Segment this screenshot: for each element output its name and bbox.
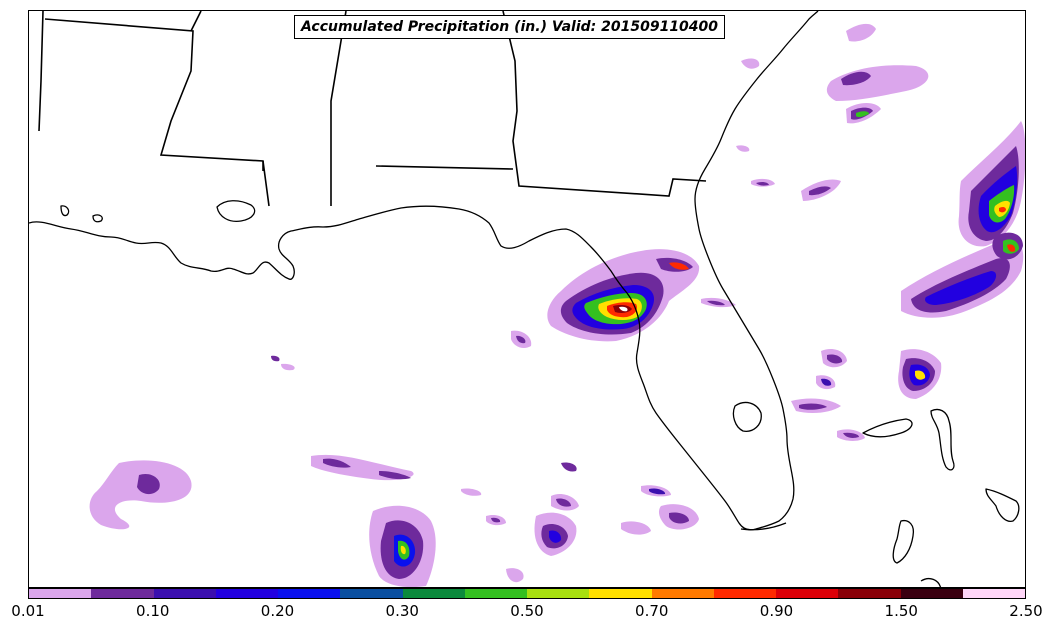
map-title-box: Accumulated Precipitation (in.) Valid: 2… (294, 15, 726, 39)
colorbar-segment (29, 589, 92, 598)
map-panel (28, 10, 1026, 588)
colorbar-segment (900, 589, 963, 598)
precipitation-colorbar (28, 588, 1026, 599)
precip-core-gulf-swirl (137, 473, 160, 495)
colorbar-segment (402, 589, 465, 598)
colorbar-tick-label: 0.70 (635, 602, 669, 620)
colorbar-tick-label: 0.20 (260, 602, 295, 620)
colorbar-segment (962, 589, 1025, 598)
colorbar-tick-label: 0.90 (759, 602, 794, 620)
precipitation-layer (89, 23, 1025, 587)
colorbar-tick-label: 0.50 (510, 602, 544, 620)
colorbar-segment (651, 589, 714, 598)
colorbar-segment (464, 589, 527, 598)
state-boundaries (38, 11, 707, 207)
precip-area-gulf-swirl (89, 460, 192, 530)
map-title: Accumulated Precipitation (in.) Valid: 2… (301, 19, 719, 35)
colorbar-segment (340, 589, 403, 598)
precipitation-map (29, 11, 1025, 587)
precip-core-gulf-band (323, 458, 351, 468)
colorbar-segment (278, 589, 341, 598)
colorbar-segment (838, 589, 901, 598)
colorbar-segment (153, 589, 216, 598)
colorbar-tick-label: 2.50 (1009, 602, 1043, 620)
colorbar-tick-label: 0.30 (385, 602, 419, 620)
colorbar-segment (91, 589, 154, 598)
colorbar-tick-label: 1.50 (884, 602, 918, 620)
colorbar-segment (776, 589, 839, 598)
colorbar-segment (215, 589, 278, 598)
colorbar-tick-label: 0.10 (136, 602, 170, 620)
colorbar-segment (527, 589, 590, 598)
coastlines (29, 11, 1020, 587)
colorbar-segment (713, 589, 776, 598)
colorbar-tick-label: 0.01 (11, 602, 45, 620)
colorbar-tick-labels: 0.01 0.10 0.20 0.30 0.50 0.70 0.90 1.50 2.50 (11, 602, 1042, 626)
colorbar-segment (589, 589, 652, 598)
